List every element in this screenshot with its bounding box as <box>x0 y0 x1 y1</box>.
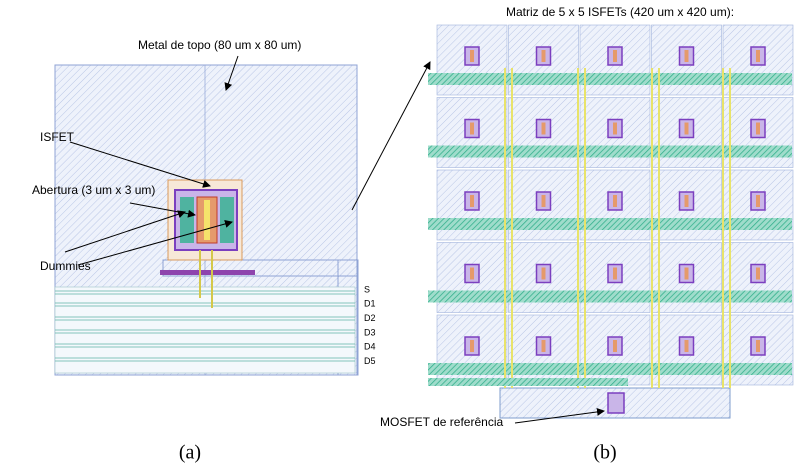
caption: (a) <box>179 442 201 464</box>
isfet-gate <box>756 50 760 62</box>
pin-label: D1 <box>364 299 376 309</box>
row-bus <box>428 73 792 85</box>
isfet-gate <box>613 340 617 352</box>
isfet-gate <box>542 340 546 352</box>
isfet-gate <box>542 268 546 280</box>
isfet-gate <box>685 123 689 135</box>
isfet-gate <box>613 268 617 280</box>
row-bus <box>428 218 792 230</box>
annotation: MOSFET de referência <box>380 415 503 429</box>
isfet-gate <box>470 268 474 280</box>
annotation: Abertura (3 um x 3 um) <box>32 183 155 197</box>
isfet-gate <box>613 123 617 135</box>
pin-label: D5 <box>364 356 376 366</box>
isfet-gate <box>470 340 474 352</box>
isfet-gate <box>542 50 546 62</box>
panel-a: Metal de topo (80 um x 80 um) ISFET Aber… <box>32 38 430 463</box>
pin-label: D2 <box>364 313 376 323</box>
page: {"panel_a": {"annotations": ["Metal de t… <box>0 0 796 469</box>
isfet-gate <box>470 123 474 135</box>
isfet-gate <box>470 50 474 62</box>
figure: Metal de topo (80 um x 80 um) ISFET Aber… <box>0 0 796 469</box>
isfet-gate <box>685 195 689 207</box>
pin-label: S <box>364 284 370 294</box>
isfet-gate <box>756 340 760 352</box>
annotation: Metal de topo (80 um x 80 um) <box>138 38 301 52</box>
isfet-gate <box>756 195 760 207</box>
caption: (b) <box>593 442 616 464</box>
isfet-gate <box>470 195 474 207</box>
panel-b: Matriz de 5 x 5 ISFETs (420 um x 420 um)… <box>380 5 793 463</box>
isfet-gate <box>756 123 760 135</box>
mosfet-chip <box>608 393 624 413</box>
row-bus <box>428 363 792 375</box>
zoom-arrow <box>352 62 430 210</box>
row-bus <box>428 291 792 303</box>
reference-bus <box>428 378 628 386</box>
isfet-gate <box>685 268 689 280</box>
row-bus <box>428 146 792 158</box>
pin-label: D4 <box>364 342 376 352</box>
bus-lines <box>55 287 355 373</box>
isfet-gate <box>542 123 546 135</box>
isfet-gate <box>613 195 617 207</box>
pin-labels: S D1 D2 D3 D4 D5 <box>364 284 376 366</box>
annotation: ISFET <box>40 130 75 144</box>
isfet-gate <box>685 340 689 352</box>
annotation: Dummies <box>40 259 91 273</box>
isfet-gate <box>756 268 760 280</box>
isfet-gate <box>613 50 617 62</box>
panel-title: Matriz de 5 x 5 ISFETs (420 um x 420 um)… <box>506 5 734 19</box>
isfet-gate <box>542 195 546 207</box>
isfet-gate <box>685 50 689 62</box>
isfet-array <box>428 25 793 413</box>
pin-label: D3 <box>364 327 376 337</box>
